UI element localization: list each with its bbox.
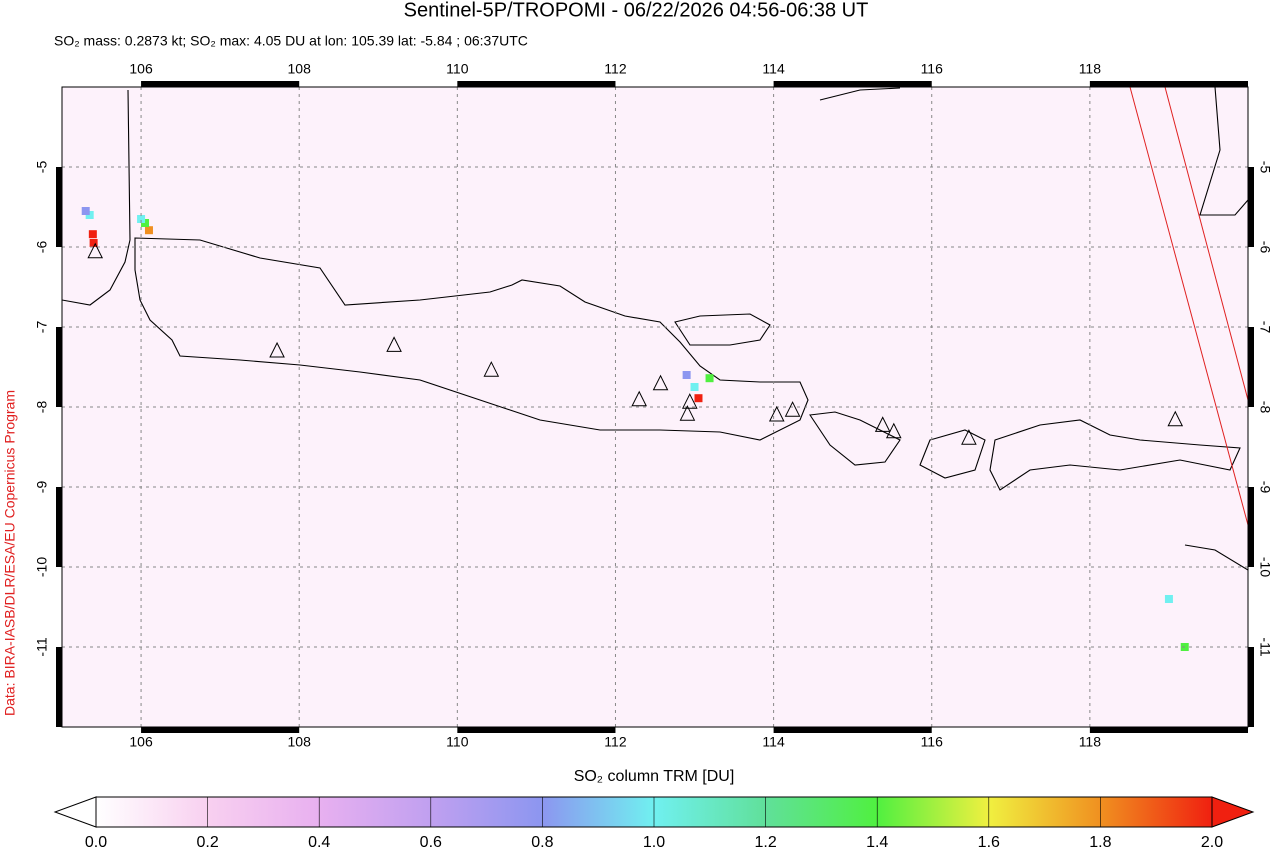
coastline	[919, 429, 986, 479]
colorbar-tick-label: 0.2	[196, 834, 218, 851]
coastline	[674, 313, 771, 346]
x-tick-label: 118	[1079, 61, 1102, 77]
y-tick-label: -8	[1257, 401, 1272, 414]
x-tick-label: 108	[288, 61, 312, 77]
coastline	[62, 89, 131, 306]
x-tick-label: 116	[921, 734, 944, 750]
frame-band	[1089, 727, 1248, 733]
y-tick-label: -11	[1257, 637, 1272, 656]
volcano	[269, 341, 285, 358]
colorbar-tick-label: 1.0	[643, 834, 665, 851]
y-tick-label: -6	[34, 241, 50, 254]
colorbar-tick-label: 1.4	[866, 834, 888, 851]
coastline	[134, 237, 809, 441]
frame-band	[141, 727, 300, 733]
frame-band	[457, 81, 616, 87]
volcano	[874, 416, 891, 432]
y-tick-label: -9	[1257, 481, 1272, 494]
frame-band	[773, 727, 932, 733]
colorbar: SO₂ column TRM [DU] 0.0 0.2 0.4 0.6 0.8 1.0 1.…	[53, 768, 1255, 851]
colorbar-tick-label: 1.8	[1089, 834, 1111, 851]
frame-band	[1248, 167, 1254, 247]
frame-band	[56, 327, 62, 407]
y-tick-label: -10	[1257, 557, 1272, 577]
frame-band	[56, 487, 62, 567]
volcano	[681, 393, 698, 409]
frame-band	[56, 647, 62, 727]
x-tick-label: 108	[288, 734, 312, 750]
frame-band	[56, 167, 62, 247]
volcano	[631, 390, 647, 407]
frame-band	[1248, 327, 1254, 407]
so2-pixel	[88, 230, 97, 239]
so2-pixel	[690, 383, 699, 391]
volcano	[679, 405, 696, 421]
coastline	[809, 411, 901, 466]
volcano	[1167, 410, 1184, 427]
y-tick-label: -6	[1257, 241, 1272, 254]
so2-pixel	[137, 215, 146, 223]
coastlines	[62, 87, 1248, 571]
y-tick-label: -5	[1257, 161, 1272, 174]
colorbar-tick-label: 1.6	[978, 834, 1000, 851]
colorbar-tick-label: 0.8	[531, 834, 553, 851]
y-tick-label: -9	[34, 481, 50, 494]
frame-band	[457, 727, 616, 733]
x-tick-label: 118	[1079, 734, 1102, 750]
coastline	[819, 87, 901, 101]
volcano	[386, 336, 402, 352]
colorbar-tick-label: 1.2	[754, 834, 776, 851]
so2-pixel	[694, 394, 703, 403]
so2-pixel	[81, 207, 90, 215]
so2-pixel	[1164, 595, 1173, 603]
colorbar-extend-high	[1211, 796, 1255, 828]
volcano	[652, 374, 669, 391]
frame-band	[141, 81, 300, 87]
so2-pixel	[144, 226, 153, 235]
volcano	[961, 429, 977, 445]
colorbar-tick-label: 0.6	[420, 834, 442, 851]
colorbar-tick-label: 0.0	[85, 834, 107, 851]
y-tick-label: -10	[34, 557, 50, 577]
credit: Data: BIRA-IASB/DLR/ESA/EU Copernicus Pr…	[2, 390, 18, 716]
volcano	[885, 422, 902, 439]
title: Sentinel-5P/TROPOMI - 06/22/2026 04:56-0…	[404, 0, 869, 21]
x-tick-label: 114	[762, 61, 785, 77]
colorbar-extend-low	[53, 796, 97, 828]
x-tick-label: 112	[604, 734, 627, 750]
so2-pixel	[89, 239, 98, 247]
swath-edge	[1164, 87, 1248, 401]
x-tick-label: 106	[129, 734, 153, 750]
x-tick-label: 114	[762, 734, 785, 750]
x-tick-label: 116	[921, 61, 944, 77]
y-tick-label: -8	[34, 401, 50, 414]
coastline	[1184, 544, 1248, 571]
swath-edge	[1129, 87, 1248, 526]
frame-band	[773, 81, 932, 87]
y-tick-label: -7	[34, 321, 50, 334]
colorbar-tick-label: 2.0	[1201, 834, 1223, 851]
y-tick-label: -7	[1257, 321, 1272, 334]
map-frame	[61, 86, 1249, 728]
volcano	[483, 361, 500, 377]
frame-band	[1248, 647, 1254, 727]
y-tick-label: -11	[34, 637, 50, 656]
x-tick-label: 106	[129, 61, 153, 77]
coastline	[1199, 87, 1248, 216]
frame-band	[1248, 487, 1254, 567]
so2-pixel	[682, 371, 691, 379]
so2-pixel	[705, 374, 714, 383]
volcano	[87, 242, 104, 259]
x-tick-label: 112	[604, 61, 627, 77]
subtitle: SO₂ mass: 0.2873 kt; SO₂ max: 4.05 DU at…	[54, 33, 528, 49]
volcano	[784, 401, 801, 417]
volcano	[768, 405, 785, 422]
x-tick-label: 110	[446, 61, 469, 77]
frame-band	[1089, 81, 1248, 87]
colorbar-label: SO₂ column TRM [DU]	[574, 768, 735, 785]
y-tick-label: -5	[34, 161, 50, 174]
x-tick-label: 110	[446, 734, 469, 750]
colorbar-tick-label: 0.4	[308, 834, 330, 851]
